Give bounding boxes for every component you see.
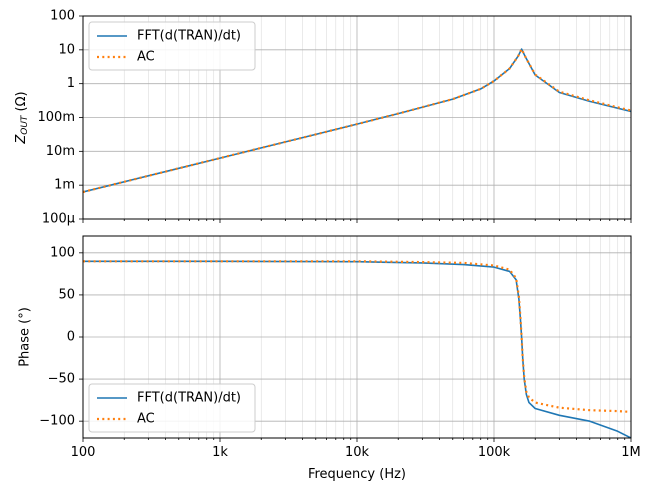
phase-y-axis-label: Phase (°) (18, 307, 33, 367)
magnitude-y-axis-label: ZOUT (Ω) (14, 91, 30, 144)
legend-label: AC (137, 50, 155, 65)
y-tick-label: 10 (58, 42, 75, 57)
legend-label: AC (137, 412, 155, 427)
x-tick-label: 1k (212, 445, 228, 460)
legend-box (88, 21, 256, 71)
x-tick-label: 100 (71, 445, 96, 460)
x-tick-label: 1M (621, 445, 641, 460)
phase-series (83, 260, 631, 438)
legend-label: FFT(d(TRAN)/dt) (137, 391, 241, 406)
ac-series-line (83, 47, 631, 194)
x-axis-label: Frequency (Hz) (308, 467, 406, 482)
y-tick-label: 1m (54, 178, 75, 193)
ac-series-line (83, 260, 631, 413)
magnitude-series (83, 47, 631, 194)
y-tick-label: 100µ (42, 212, 75, 227)
magnitude-ticks: 100µ 1m 10m 100m 1 10 100 (38, 9, 632, 227)
y-tick-label: 1 (67, 76, 75, 91)
y-tick-label: −100 (39, 414, 75, 429)
magnitude-legend: FFT(d(TRAN)/dt) AC (88, 21, 256, 71)
legend-box (88, 383, 256, 433)
phase-legend: FFT(d(TRAN)/dt) AC (88, 383, 256, 433)
y-tick-label: 100 (50, 245, 75, 260)
y-tick-label: 100 (50, 9, 75, 24)
y-tick-label: 100m (38, 110, 75, 125)
y-tick-label: −50 (48, 372, 75, 387)
y-tick-label: 0 (67, 330, 75, 345)
phase-ticks: −100 −50 0 50 100 100 1k 10k 100k 1M (39, 245, 640, 460)
magnitude-panel: 100µ 1m 10m 100m 1 10 100 ZOUT (Ω) FFT(d(TRAN)… (14, 9, 632, 227)
y-tick-label: 50 (58, 287, 75, 302)
x-tick-label: 100k (478, 445, 511, 460)
phase-panel: −100 −50 0 50 100 100 1k 10k 100k 1M Phase (°) Fr… (18, 235, 641, 482)
y-tick-label: 10m (46, 144, 75, 159)
x-tick-label: 10k (345, 445, 370, 460)
legend-label: FFT(d(TRAN)/dt) (137, 29, 241, 44)
